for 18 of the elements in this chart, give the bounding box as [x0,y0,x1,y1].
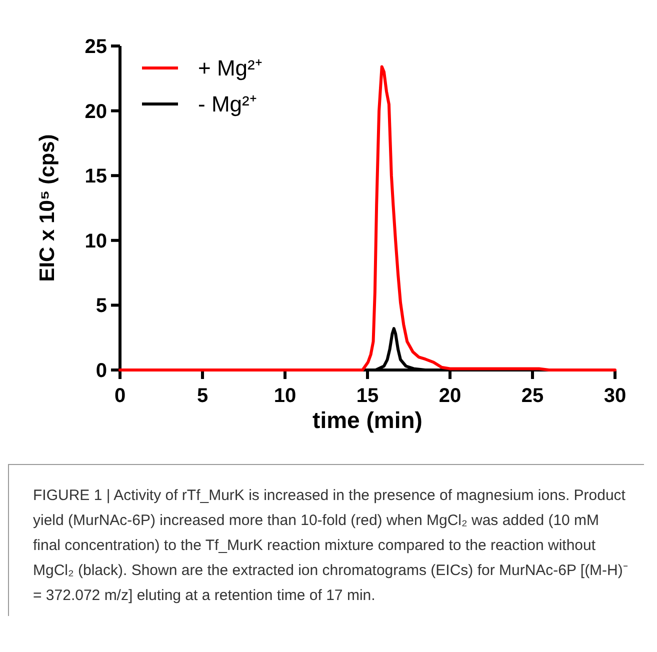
x-tick-label: 20 [438,385,462,407]
caption: FIGURE 1 | Activity of rTf_MurK is increased in the presence of magnesium ions. Product yield (MurNAc-6P) increased more than 10-fold (red) when MgCl₂ was added (10 mM final concentration) to the Tf_MurK reaction mixture compared to the reaction without MgCl₂ (black). Shown are the extracted ion chromatograms (EICs) for MurNAc-6P [(M-H)⁻ = 372.072 m/z] eluting at a retention time of 17 min. [8,464,644,616]
y-tick-label: 10 [84,230,107,252]
y-tick-label: 25 [84,36,107,58]
x-tick-label: 5 [196,385,208,407]
y-tick-label: 20 [84,100,107,123]
y-tick-label: 15 [84,166,107,188]
y-axis-title: EIC x 10⁵ (cps) [36,134,59,282]
legend-label: + Mg²⁺ [198,56,262,81]
x-tick-label: 25 [521,385,544,407]
y-tick-label: 0 [96,360,107,382]
y-tick-label: 5 [96,295,107,318]
x-tick-label: 15 [356,385,379,407]
x-tick-label: 10 [274,385,296,407]
x-axis-title: time (min) [312,407,422,433]
x-tick-label: 0 [114,385,126,407]
x-tick-label: 30 [604,385,626,407]
legend-label: - Mg²⁺ [198,92,256,117]
